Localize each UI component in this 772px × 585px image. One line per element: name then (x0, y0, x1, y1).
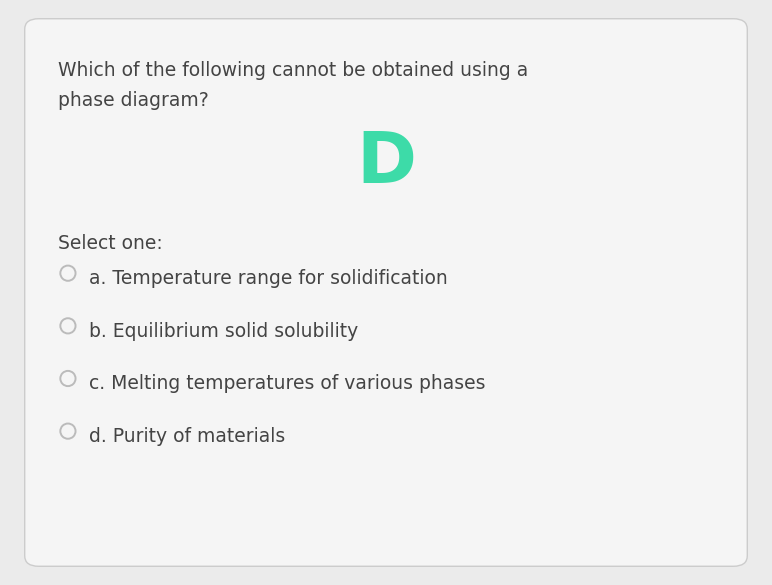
Text: b. Equilibrium solid solubility: b. Equilibrium solid solubility (89, 322, 358, 340)
Ellipse shape (60, 266, 76, 281)
Text: d. Purity of materials: d. Purity of materials (89, 427, 285, 446)
Text: c. Melting temperatures of various phases: c. Melting temperatures of various phase… (89, 374, 486, 393)
FancyBboxPatch shape (25, 19, 747, 566)
Text: Which of the following cannot be obtained using a: Which of the following cannot be obtaine… (58, 61, 528, 80)
Ellipse shape (60, 371, 76, 386)
Ellipse shape (60, 318, 76, 333)
Text: D: D (356, 129, 416, 198)
Ellipse shape (60, 424, 76, 439)
Text: phase diagram?: phase diagram? (58, 91, 208, 109)
Text: Select one:: Select one: (58, 234, 163, 253)
Text: a. Temperature range for solidification: a. Temperature range for solidification (89, 269, 448, 288)
